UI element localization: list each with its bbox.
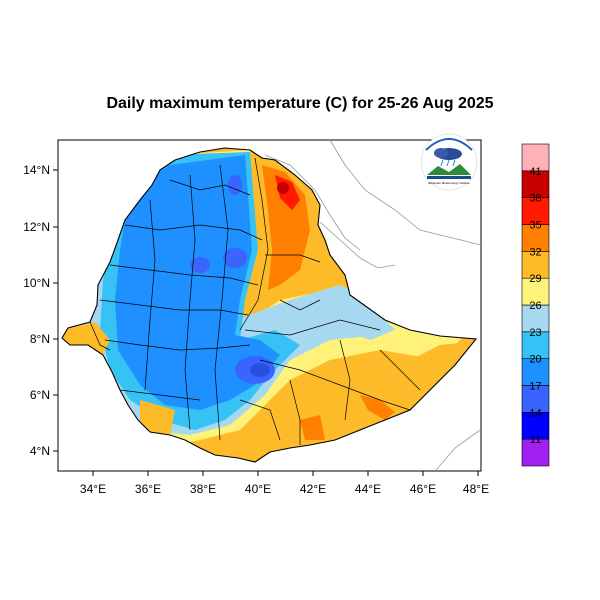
colorbar-swatch — [521, 251, 550, 279]
y-tick-label: 4°N — [30, 444, 50, 458]
colorbar-label: 23 — [529, 327, 541, 339]
colorbar-label: 17 — [529, 381, 541, 393]
colorbar-label: 29 — [529, 273, 541, 285]
colorbar-swatch — [521, 170, 550, 198]
colorbar-swatch — [521, 224, 550, 252]
logo-text: Ethiopian Meteorology Institute — [428, 181, 470, 185]
x-tick-label: 44°E — [355, 482, 381, 496]
x-tick-label: 42°E — [300, 482, 326, 496]
colorbar-label: 41 — [529, 166, 541, 178]
y-tick-label: 8°N — [30, 332, 50, 346]
y-tick-label: 6°N — [30, 388, 50, 402]
x-tick-label: 34°E — [80, 482, 106, 496]
x-axis — [92, 471, 479, 476]
x-tick-label: 48°E — [463, 482, 489, 496]
colorbar-label: 26 — [529, 300, 541, 312]
x-tick-label: 38°E — [190, 482, 216, 496]
y-tick-labels: 14°N 12°N 10°N 8°N 6°N 4°N — [23, 163, 50, 458]
colorbar-label: 38 — [529, 193, 541, 205]
x-tick-label: 40°E — [245, 482, 271, 496]
x-tick-label: 46°E — [410, 482, 436, 496]
neighbor-borders — [264, 139, 482, 471]
country-border — [61, 147, 478, 463]
x-tick-labels: 34°E 36°E 38°E 40°E 42°E 44°E 46°E 48°E — [80, 482, 489, 496]
colorbar-swatch — [521, 277, 550, 306]
colorbar-label: 14 — [529, 407, 541, 419]
colorbar: 11 14 17 20 23 26 29 32 35 38 41 — [521, 143, 550, 467]
emi-logo: Ethiopian Meteorology Institute — [420, 133, 478, 191]
colorbar-label: 32 — [529, 246, 541, 258]
colorbar-swatch — [521, 438, 550, 467]
colorbar-swatch — [521, 412, 550, 440]
x-tick-label: 36°E — [135, 482, 161, 496]
y-tick-label: 10°N — [23, 276, 50, 290]
colorbar-label: 35 — [529, 220, 541, 232]
y-tick-label: 14°N — [23, 163, 50, 177]
y-tick-label: 12°N — [23, 220, 50, 234]
colorbar-swatch — [521, 385, 550, 413]
y-axis — [53, 169, 58, 452]
colorbar-swatch — [521, 143, 550, 172]
map-title: Daily maximum temperature (C) for 25-26 … — [106, 95, 494, 112]
colorbar-label: 20 — [529, 354, 541, 366]
colorbar-label: 11 — [530, 434, 541, 446]
colorbar-swatch — [521, 197, 550, 225]
colorbar-swatch — [521, 358, 550, 386]
admin-borders — [89, 157, 421, 445]
